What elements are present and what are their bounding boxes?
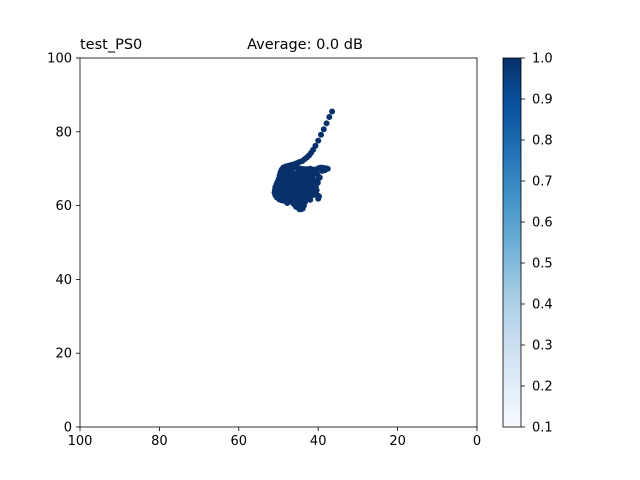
colorbar-tick-label: 0.6 xyxy=(532,216,553,231)
data-point xyxy=(282,170,288,176)
data-point xyxy=(315,138,321,144)
colorbar-tick-label: 0.4 xyxy=(532,298,553,313)
y-tick-label: 60 xyxy=(55,199,72,214)
colorbar-tick-label: 0.8 xyxy=(532,134,553,149)
x-tick-label: 0 xyxy=(473,434,481,449)
data-point xyxy=(288,168,294,174)
y-tick-label: 80 xyxy=(55,125,72,140)
colorbar-gradient xyxy=(503,58,521,427)
data-point xyxy=(296,168,302,174)
data-point xyxy=(300,204,306,210)
y-tick-label: 20 xyxy=(55,347,72,362)
colorbar-tick-label: 0.1 xyxy=(532,421,553,436)
colorbar-tick-label: 0.7 xyxy=(532,175,553,190)
chart-title: Average: 0.0 dB xyxy=(247,37,363,53)
data-point xyxy=(302,199,308,205)
data-point xyxy=(304,189,310,195)
data-point xyxy=(321,126,327,132)
chart-title-left: test_PS0 xyxy=(80,37,142,53)
x-tick-label: 20 xyxy=(389,434,406,449)
data-point xyxy=(315,180,321,186)
data-point xyxy=(306,167,312,173)
x-tick-label: 100 xyxy=(68,434,93,449)
x-tick-label: 60 xyxy=(231,434,248,449)
data-point xyxy=(274,180,280,186)
data-point xyxy=(306,175,312,181)
data-point xyxy=(284,200,290,206)
x-tick-label: 80 xyxy=(151,434,168,449)
data-point xyxy=(324,120,330,126)
data-point xyxy=(280,176,286,182)
colorbar-tick-label: 1.0 xyxy=(532,52,553,67)
data-point xyxy=(329,109,335,115)
data-point xyxy=(315,196,321,202)
data-point xyxy=(326,114,332,120)
colorbar-tick-label: 0.3 xyxy=(532,339,553,354)
colorbar-tick-label: 0.9 xyxy=(532,93,553,108)
data-point xyxy=(318,132,324,138)
y-tick-label: 40 xyxy=(55,273,72,288)
colorbar-tick-label: 0.2 xyxy=(532,380,553,395)
x-tick-label: 40 xyxy=(310,434,327,449)
y-tick-label: 100 xyxy=(47,52,72,67)
colorbar-tick-label: 0.5 xyxy=(532,257,553,272)
data-point xyxy=(307,197,313,203)
data-point xyxy=(319,168,325,174)
y-tick-label: 0 xyxy=(64,421,72,436)
